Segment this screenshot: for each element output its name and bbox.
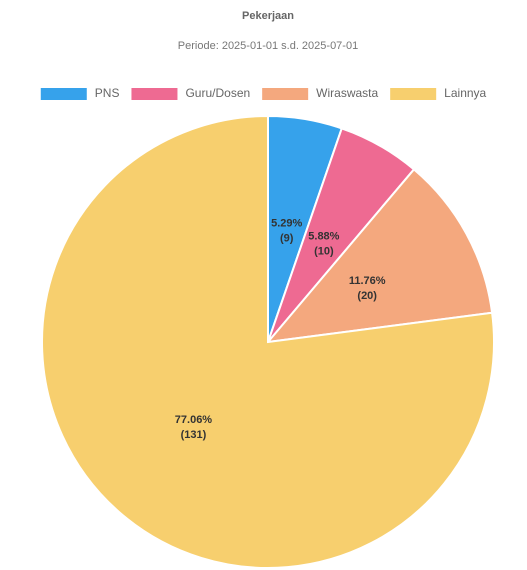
legend-label: PNS [95,86,120,100]
data-label: 11.76% [349,275,386,287]
data-label: 5.29% [271,217,302,229]
legend-label: Guru/Dosen [185,86,250,100]
data-label: (131) [181,429,207,441]
legend-label: Wiraswasta [316,86,378,100]
legend-item: Wiraswasta [262,86,379,100]
legend-label: Lainnya [444,86,486,100]
data-label: 5.88% [308,231,339,243]
data-label: (9) [280,232,294,244]
data-label: (10) [314,246,334,258]
pie-slice [41,114,495,569]
data-label: (20) [357,290,377,302]
legend-swatch [390,88,437,100]
legend-swatch [262,88,309,100]
legend: PNS Guru/Dosen Wiraswasta Lainnya [40,86,487,100]
legend-item: Guru/Dosen [131,86,250,100]
legend-swatch [131,88,178,100]
legend-item: PNS [40,86,120,100]
chart-subtitle: Periode: 2025-01-01 s.d. 2025-07-01 [178,40,358,52]
legend-swatch [40,88,87,100]
chart-title: Pekerjaan [242,10,294,22]
data-label: 77.06% [175,414,213,426]
pie-slice [265,168,494,344]
legend-item: Lainnya [390,86,487,100]
